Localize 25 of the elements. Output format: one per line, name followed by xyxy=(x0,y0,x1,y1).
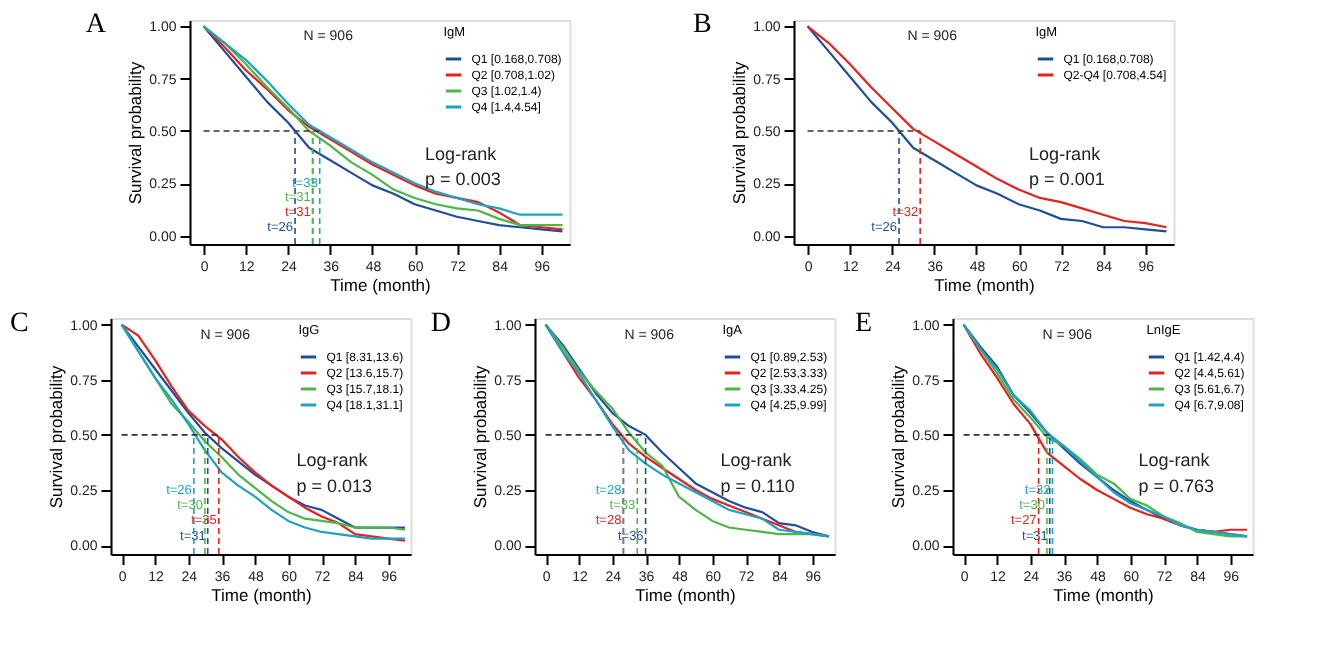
annotation: Log-rank xyxy=(1029,144,1102,165)
y-axis-title: Survival probability xyxy=(888,364,909,509)
x-axis-title: Time (month) xyxy=(934,275,1036,295)
annotation: Log-rank xyxy=(1138,449,1211,470)
annotation: Log-rank xyxy=(296,449,369,470)
y-axis-title: Survival probability xyxy=(125,60,146,205)
chart-title: B xyxy=(692,10,712,41)
x-axis-title: Time (month) xyxy=(1053,585,1155,605)
annotation: p = 0.110 xyxy=(720,475,795,496)
chart-title: C xyxy=(9,308,29,339)
annotation: Log-rank xyxy=(720,449,793,470)
annotation: p = 0.003 xyxy=(425,169,501,190)
x-axis-title: Time (month) xyxy=(211,585,313,605)
annotation: p = 0.001 xyxy=(1029,169,1105,190)
y-axis-title: Survival probability xyxy=(729,60,750,205)
x-axis-title: Time (month) xyxy=(330,275,432,295)
chart-title: E xyxy=(855,308,873,339)
chart-title: D xyxy=(430,308,452,339)
chart-title: A xyxy=(85,10,108,41)
x-axis-title: Time (month) xyxy=(635,585,737,605)
annotation: p = 0.763 xyxy=(1138,475,1215,496)
annotation: Log-rank xyxy=(425,144,498,165)
y-axis-title: Survival probability xyxy=(46,364,67,509)
annotation: p = 0.013 xyxy=(296,475,373,496)
y-axis-title: Survival probability xyxy=(470,364,491,509)
